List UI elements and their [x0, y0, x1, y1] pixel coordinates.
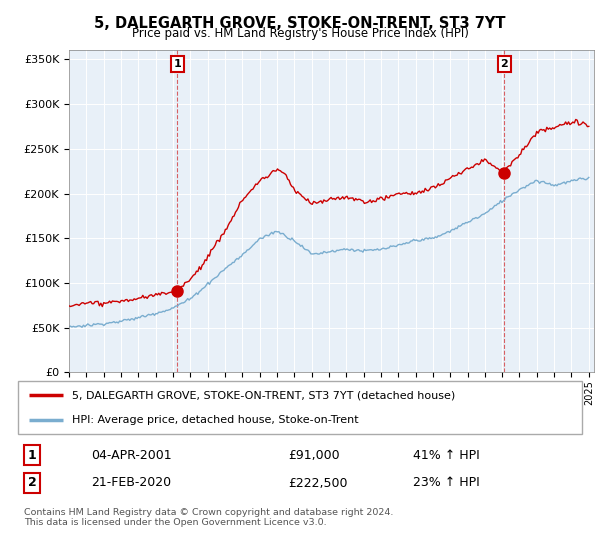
- Text: £91,000: £91,000: [289, 449, 340, 462]
- Text: 5, DALEGARTH GROVE, STOKE-ON-TRENT, ST3 7YT: 5, DALEGARTH GROVE, STOKE-ON-TRENT, ST3 …: [94, 16, 506, 31]
- Text: 23% ↑ HPI: 23% ↑ HPI: [413, 477, 479, 489]
- Text: Contains HM Land Registry data © Crown copyright and database right 2024.
This d: Contains HM Land Registry data © Crown c…: [23, 508, 393, 528]
- Text: 41% ↑ HPI: 41% ↑ HPI: [413, 449, 479, 462]
- FancyBboxPatch shape: [18, 381, 582, 434]
- Text: Price paid vs. HM Land Registry's House Price Index (HPI): Price paid vs. HM Land Registry's House …: [131, 27, 469, 40]
- Text: 5, DALEGARTH GROVE, STOKE-ON-TRENT, ST3 7YT (detached house): 5, DALEGARTH GROVE, STOKE-ON-TRENT, ST3 …: [71, 390, 455, 400]
- Text: 2: 2: [28, 477, 37, 489]
- Text: 1: 1: [28, 449, 37, 462]
- Text: HPI: Average price, detached house, Stoke-on-Trent: HPI: Average price, detached house, Stok…: [71, 414, 358, 424]
- Text: 1: 1: [173, 59, 181, 69]
- Text: 2: 2: [500, 59, 508, 69]
- Text: 04-APR-2001: 04-APR-2001: [91, 449, 172, 462]
- Text: £222,500: £222,500: [289, 477, 348, 489]
- Text: 21-FEB-2020: 21-FEB-2020: [91, 477, 172, 489]
